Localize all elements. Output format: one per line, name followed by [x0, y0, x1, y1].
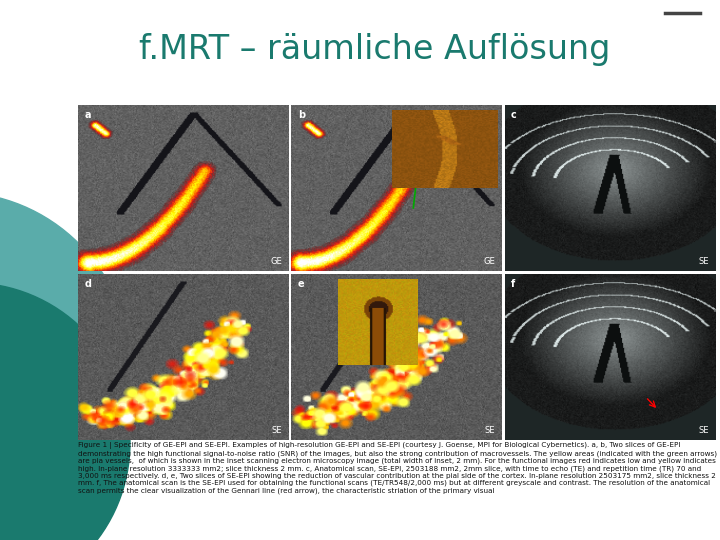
Text: GE: GE	[270, 257, 282, 266]
Circle shape	[0, 192, 130, 540]
Text: e: e	[297, 279, 305, 289]
Text: GE: GE	[484, 257, 495, 266]
Text: f: f	[511, 279, 516, 289]
Text: f.MRT – räumliche Auflösung: f.MRT – räumliche Auflösung	[139, 33, 610, 66]
Text: SE: SE	[485, 426, 495, 435]
Circle shape	[0, 283, 130, 540]
Text: Figure 1 | Specificity of GE-EPI and SE-EPI. Examples of high-resolution GE-EPI : Figure 1 | Specificity of GE-EPI and SE-…	[78, 442, 717, 494]
Text: d: d	[84, 279, 91, 289]
Text: b: b	[297, 110, 305, 120]
Text: SE: SE	[698, 257, 708, 266]
Text: SE: SE	[271, 426, 282, 435]
Text: c: c	[511, 110, 517, 120]
Text: SE: SE	[698, 426, 708, 435]
Text: a: a	[84, 110, 91, 120]
